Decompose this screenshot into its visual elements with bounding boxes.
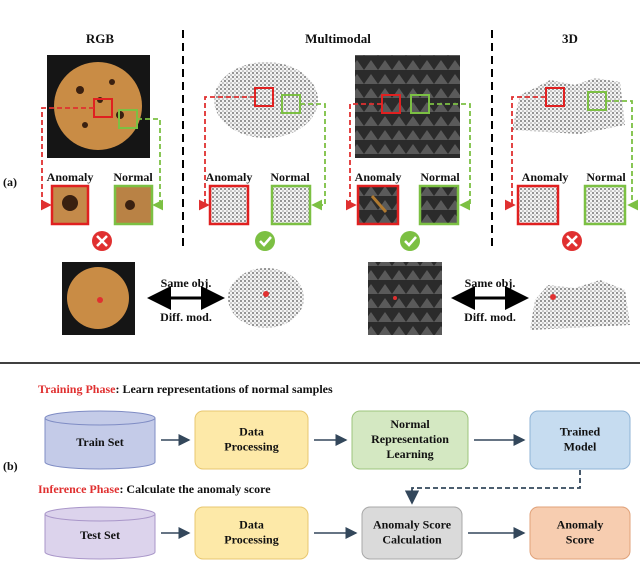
- part-label: (a): [3, 175, 17, 189]
- database-top: [44, 506, 156, 522]
- point-cloud: [512, 78, 625, 134]
- anomaly-label: Anomaly: [522, 170, 569, 184]
- phase-heading: Inference Phase: Calculate the anomaly s…: [38, 482, 271, 496]
- column-header: 3D: [562, 31, 578, 46]
- normal-label: Normal: [586, 170, 626, 184]
- normal-label: Normal: [270, 170, 310, 184]
- comparison-label: Diff. mod.: [464, 310, 516, 324]
- node-label: Model: [564, 439, 597, 453]
- part-a: RGB Multimodal 3D (a) Anomaly Normal Ano…: [3, 30, 638, 335]
- node-label: Anomaly: [557, 517, 604, 531]
- cookie: [54, 62, 142, 150]
- comparison-label: Same obj.: [161, 276, 212, 290]
- anomaly-label: Anomaly: [206, 170, 253, 184]
- foam-image: [355, 55, 460, 158]
- node-label: Score: [566, 532, 595, 546]
- flow-arrow: [404, 470, 581, 505]
- database-top: [44, 410, 156, 426]
- normal-label: Normal: [420, 170, 460, 184]
- node-label: Calculation: [382, 532, 442, 546]
- normal-label: Normal: [113, 170, 153, 184]
- process-node: [529, 506, 631, 560]
- part-label: (b): [3, 459, 18, 473]
- node-label: Processing: [224, 439, 278, 453]
- node-label: Test Set: [80, 528, 120, 542]
- database-node: [44, 418, 156, 470]
- comparison-label: Same obj.: [465, 276, 516, 290]
- part-b: Training Phase: Learn representations of…: [3, 382, 631, 560]
- phase-name: Training Phase: [38, 382, 116, 396]
- process-node: [361, 506, 463, 560]
- column-header: Multimodal: [305, 31, 371, 46]
- phase-description: : Calculate the anomaly score: [119, 482, 271, 496]
- node-label: Trained: [560, 424, 601, 438]
- database-node: [44, 514, 156, 560]
- node-label: Processing: [224, 532, 278, 546]
- node-label: Train Set: [76, 435, 123, 449]
- comparison-label: Diff. mod.: [160, 310, 212, 324]
- node-label: Data: [239, 424, 264, 438]
- column-header: RGB: [86, 31, 115, 46]
- node-label: Representation: [371, 432, 449, 446]
- node-label: Learning: [386, 447, 433, 461]
- phase-heading: Training Phase: Learn representations of…: [38, 382, 333, 396]
- process-node: [529, 410, 631, 470]
- node-label: Normal: [390, 417, 430, 431]
- point-cloud: [214, 62, 318, 138]
- process-node: [194, 410, 309, 470]
- node-label: Data: [239, 517, 264, 531]
- process-node: [351, 410, 469, 470]
- process-node: [194, 506, 309, 560]
- node-label: Anomaly Score: [373, 517, 452, 531]
- anomaly-label: Anomaly: [355, 170, 402, 184]
- anomaly-label: Anomaly: [47, 170, 94, 184]
- phase-description: : Learn representations of normal sample…: [115, 382, 333, 396]
- phase-name: Inference Phase: [38, 482, 120, 496]
